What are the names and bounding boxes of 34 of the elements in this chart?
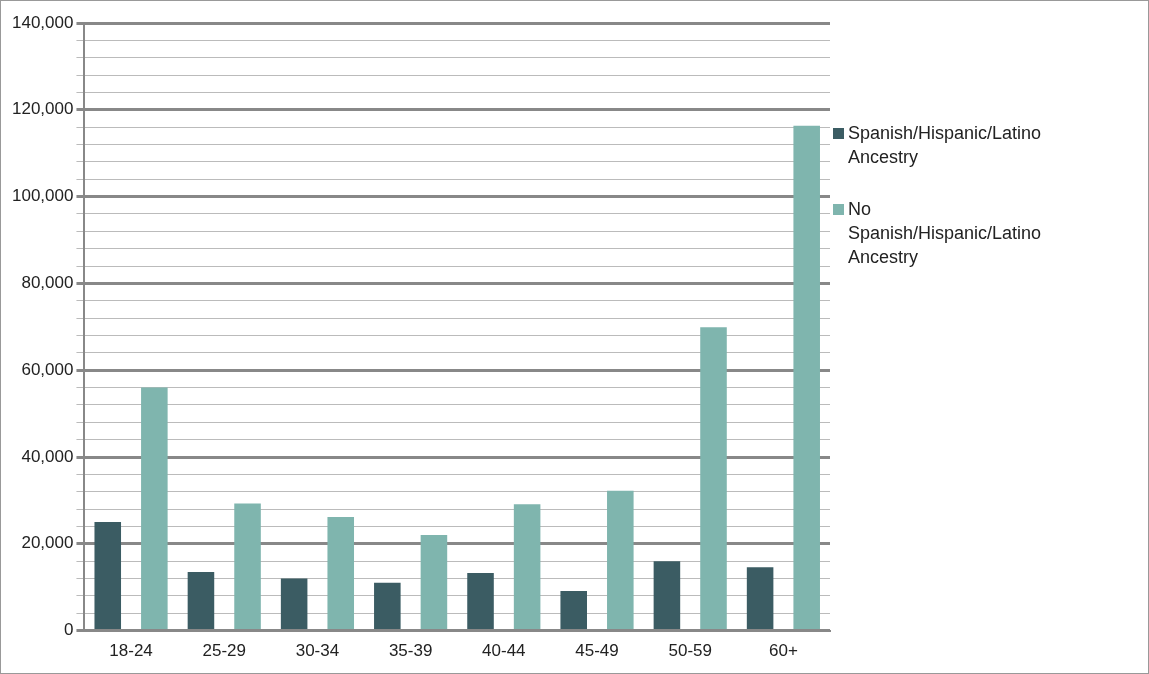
bar — [94, 522, 122, 630]
bar — [374, 582, 401, 630]
x-tick-label: 25-29 — [202, 641, 246, 661]
bar — [327, 516, 355, 630]
bar — [420, 535, 448, 630]
y-tick-label: 120,000 — [12, 99, 74, 119]
y-tick-label: 60,000 — [21, 359, 74, 379]
y-tick-label: 100,000 — [12, 186, 74, 206]
legend-label: Spanish/Hispanic/Latino Ancestry — [848, 122, 1042, 169]
x-tick-label: 18-24 — [109, 641, 153, 661]
bar — [560, 591, 587, 630]
bar — [793, 125, 820, 630]
bar — [653, 561, 681, 630]
x-tick-label: 30-34 — [295, 641, 340, 661]
y-tick-label: 0 — [63, 620, 74, 640]
x-tick-label: 60+ — [768, 641, 798, 661]
bar — [234, 503, 261, 630]
x-tick-label: 50-59 — [668, 641, 712, 661]
y-tick-label: 20,000 — [21, 533, 74, 553]
bar — [513, 504, 541, 630]
y-tick-label: 140,000 — [12, 12, 74, 32]
bar — [467, 572, 494, 630]
bar — [607, 490, 634, 630]
x-tick-label: 45-49 — [575, 641, 619, 661]
y-tick-label: 80,000 — [21, 273, 74, 293]
bar — [141, 387, 168, 630]
bar — [700, 327, 727, 630]
y-tick-label: 40,000 — [21, 446, 74, 466]
x-tick-label: 35-39 — [388, 641, 433, 661]
bar — [746, 567, 774, 630]
bar — [280, 578, 308, 630]
legend-label: No Spanish/Hispanic/Latino Ancestry — [848, 198, 1042, 269]
x-tick-label: 40-44 — [482, 641, 526, 661]
bar — [187, 572, 215, 630]
